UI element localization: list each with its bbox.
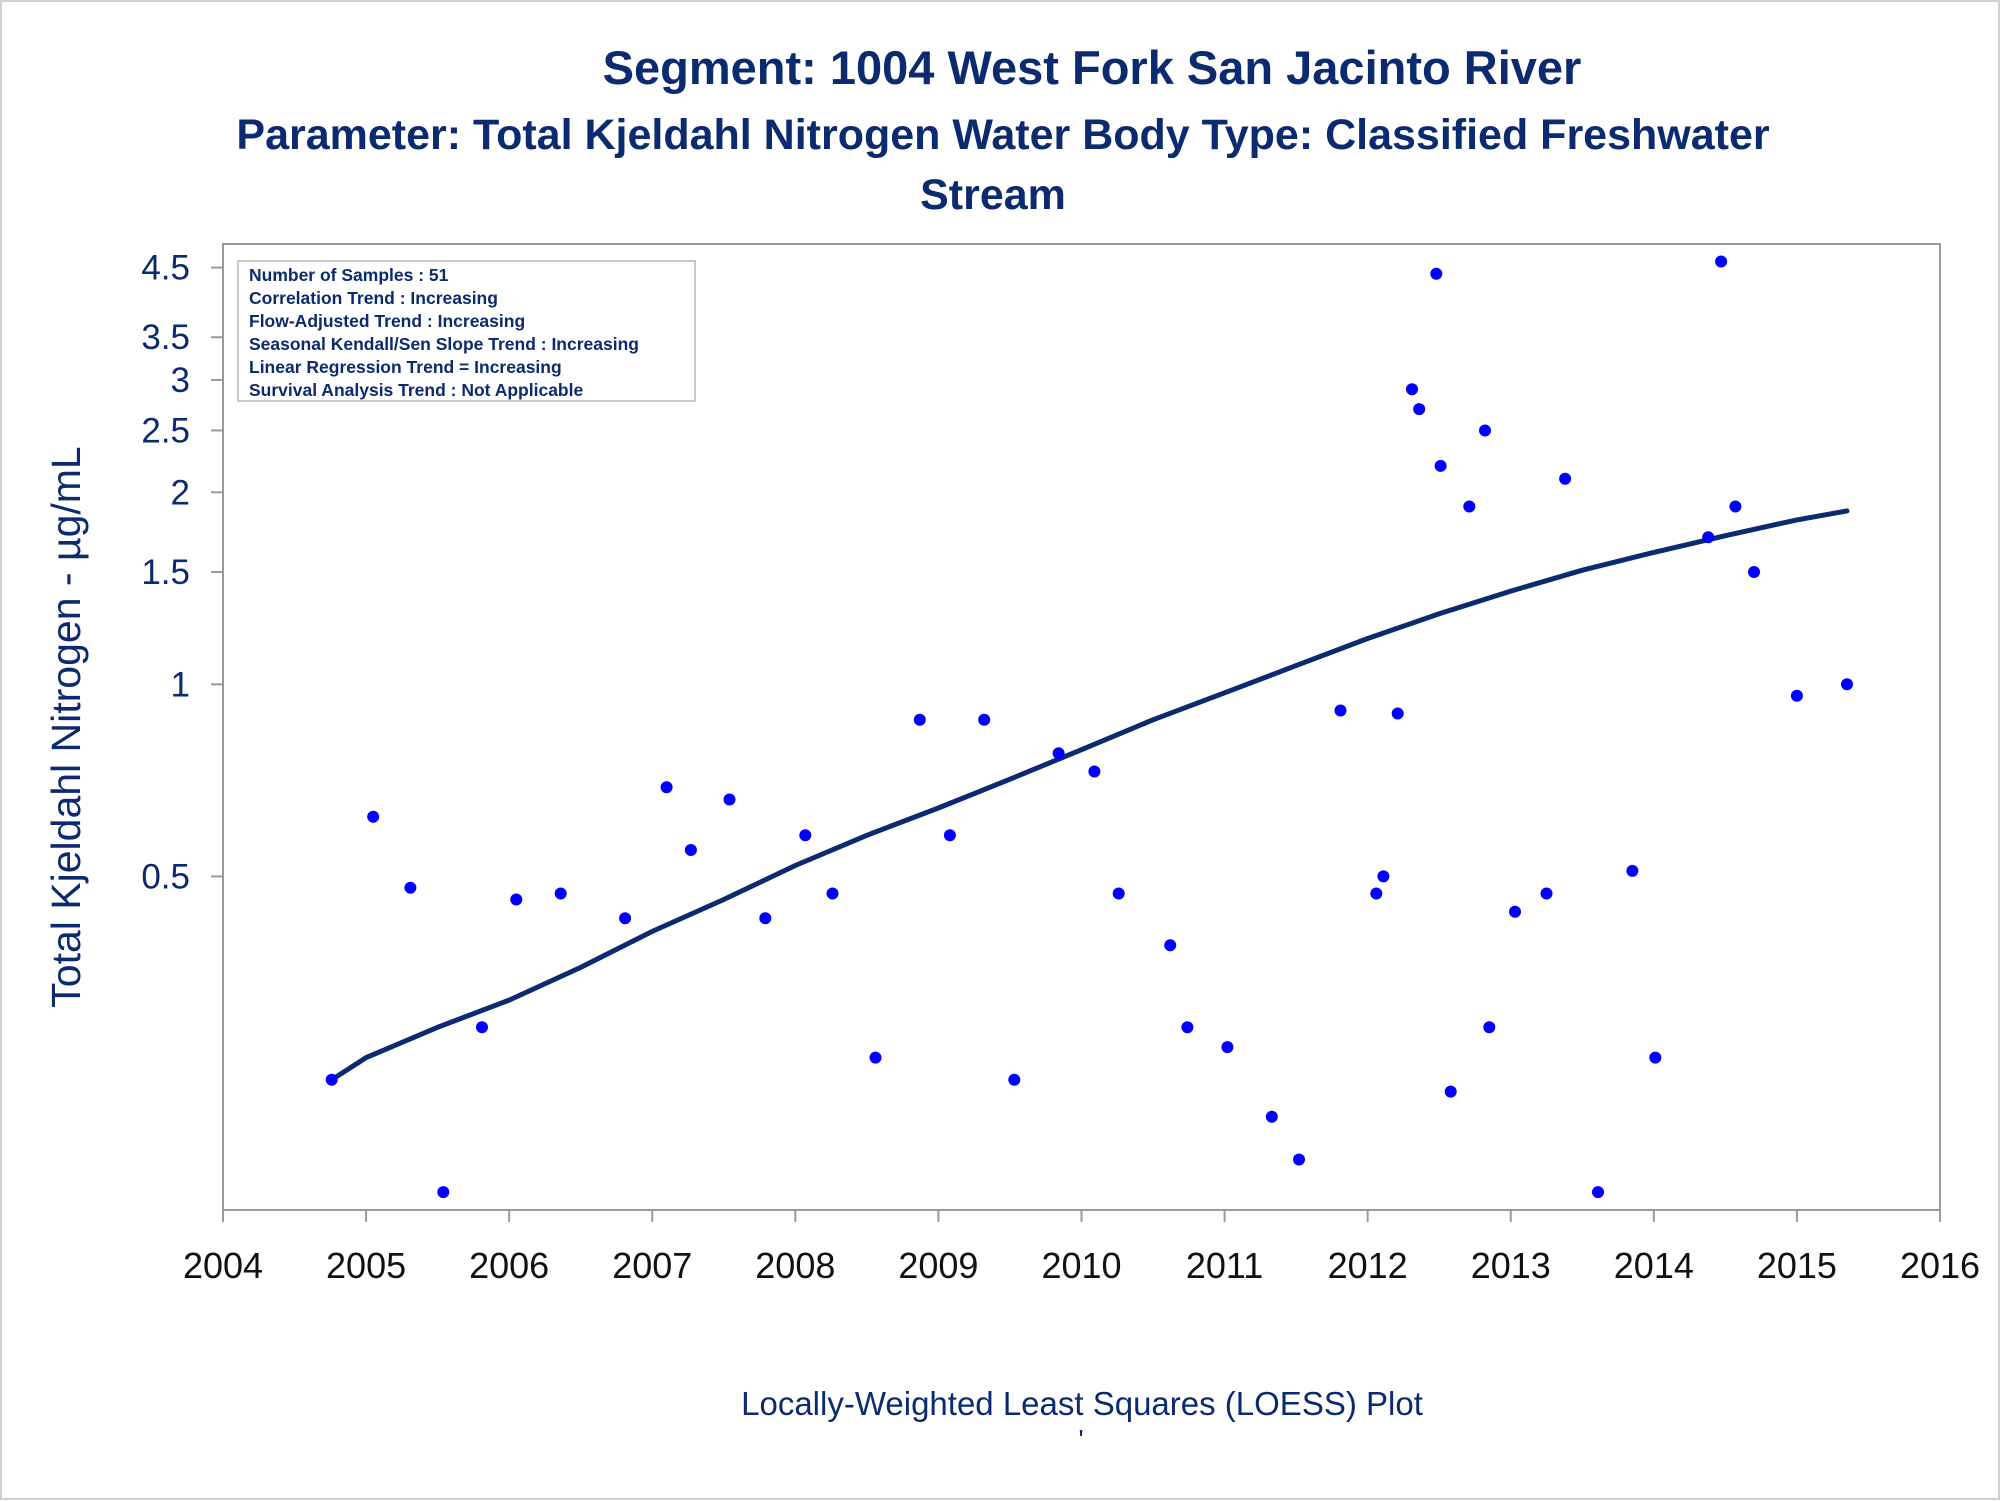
x-tick-label: 2008	[755, 1245, 835, 1286]
data-point	[1715, 255, 1728, 268]
data-point	[1444, 1085, 1457, 1098]
x-tick-label: 2012	[1328, 1245, 1408, 1286]
chart-subtitle-line-1: Parameter: Total Kjeldahl Nitrogen Water…	[236, 111, 1769, 159]
loess-layer	[329, 508, 1850, 1083]
data-point	[1221, 1041, 1234, 1054]
data-point	[1370, 887, 1383, 900]
data-point	[943, 829, 956, 842]
data-point	[1559, 472, 1572, 485]
data-point	[1434, 459, 1447, 472]
y-tick-label: 1.5	[141, 553, 190, 592]
data-point	[367, 810, 380, 823]
data-point	[619, 912, 632, 925]
data-point	[1790, 689, 1803, 702]
data-point	[1088, 765, 1101, 778]
y-axis: 0.5 1 1.5 2 2.5 3 3.5 4.5	[141, 249, 223, 896]
data-point	[1181, 1021, 1194, 1034]
x-tick-label: 2005	[326, 1245, 406, 1286]
data-point	[1406, 383, 1418, 396]
chart-title: Segment: 1004 West Fork San Jacinto Rive…	[603, 41, 1582, 94]
plot-area	[222, 243, 1941, 1211]
data-point	[1748, 566, 1760, 578]
data-point	[1479, 424, 1491, 437]
data-point	[476, 1021, 488, 1034]
data-point	[1413, 403, 1426, 416]
x-tick-label: 2007	[612, 1245, 692, 1286]
info-linear-regression-trend: Linear Regression Trend = Increasing	[249, 357, 562, 377]
data-point	[1592, 1186, 1604, 1199]
data-point	[1377, 870, 1390, 883]
info-correlation-trend: Correlation Trend : Increasing	[249, 288, 498, 308]
x-tick-label: 2010	[1041, 1245, 1121, 1286]
x-axis-label: Locally-Weighted Least Squares (LOESS) P…	[741, 1385, 1423, 1422]
chart-subtitle-line-2: Stream	[920, 171, 1066, 219]
info-seasonal-kendall-trend: Seasonal Kendall/Sen Slope Trend : Incre…	[249, 334, 639, 354]
data-point	[1265, 1110, 1278, 1123]
y-axis-label: Total Kjeldahl Nitrogen - µg/mL	[43, 446, 89, 1007]
y-tick-label: 3	[171, 361, 190, 400]
x-tick-label: 2016	[1900, 1245, 1980, 1286]
data-point	[510, 893, 523, 906]
x-axis: 2004 2005 2006 2007 2008 2009 2010 2011 2012 2013…	[183, 1210, 1980, 1286]
data-point	[1841, 678, 1853, 691]
data-point	[1164, 939, 1177, 952]
y-tick-label: 2.5	[141, 411, 190, 450]
x-tick-label: 2004	[183, 1245, 263, 1286]
data-point	[759, 912, 772, 925]
info-flow-adjusted-trend: Flow-Adjusted Trend : Increasing	[249, 311, 525, 331]
data-point	[1391, 707, 1404, 720]
y-tick-label: 4.5	[141, 249, 190, 288]
data-point	[913, 713, 926, 726]
data-point	[325, 1073, 338, 1086]
data-points	[325, 255, 1853, 1199]
data-point	[1702, 531, 1715, 544]
data-point	[554, 887, 567, 900]
y-tick-label: 2	[171, 473, 190, 512]
data-point	[1052, 747, 1065, 760]
data-point	[1483, 1021, 1496, 1034]
data-point	[1463, 500, 1476, 513]
info-samples: Number of Samples : 51	[249, 265, 449, 285]
data-point	[826, 887, 839, 900]
data-point	[437, 1186, 450, 1199]
data-point	[1626, 864, 1639, 877]
data-point	[723, 793, 736, 806]
info-box	[237, 260, 696, 402]
data-point	[1430, 267, 1443, 280]
data-point	[978, 713, 991, 726]
data-point	[1334, 704, 1347, 717]
data-point	[1509, 905, 1521, 918]
y-tick-label: 0.5	[141, 857, 190, 896]
x-tick-label: 2013	[1471, 1245, 1551, 1286]
data-point	[799, 829, 812, 842]
x-tick-label: 2011	[1186, 1245, 1263, 1286]
x-tick-label: 2014	[1614, 1245, 1694, 1286]
footnote-mark: '	[1078, 1424, 1083, 1455]
data-point	[1729, 500, 1742, 513]
data-point	[1112, 887, 1125, 900]
data-point	[869, 1051, 882, 1064]
y-tick-label: 3.5	[141, 318, 190, 357]
loess-line	[329, 508, 1850, 1083]
data-point	[1293, 1153, 1305, 1166]
data-point	[404, 881, 417, 894]
data-point	[684, 844, 697, 856]
x-tick-label: 2006	[469, 1245, 549, 1286]
data-point	[1649, 1051, 1662, 1064]
data-point	[1540, 887, 1553, 900]
data-point	[660, 781, 673, 794]
info-survival-analysis-trend: Survival Analysis Trend : Not Applicable	[249, 380, 583, 400]
y-tick-label: 1	[171, 665, 190, 704]
x-tick-label: 2015	[1757, 1245, 1837, 1286]
data-point	[1008, 1073, 1021, 1086]
x-tick-label: 2009	[898, 1245, 978, 1286]
